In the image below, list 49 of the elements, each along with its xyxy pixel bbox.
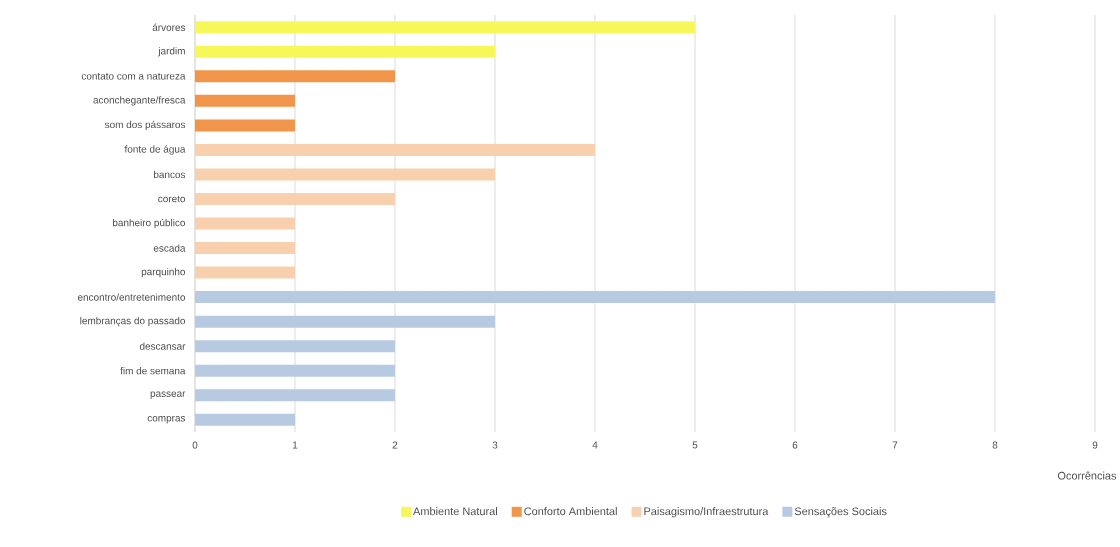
y-tick-label: compras [147, 416, 186, 424]
y-tick-label: fonte de água [124, 145, 186, 155]
bar [195, 94, 295, 107]
y-tick-label: aconchegante/fresca [93, 96, 186, 106]
bar [195, 217, 295, 230]
x-tick-label: 9 [1092, 441, 1098, 449]
y-tick-label: banheiro público [113, 218, 186, 229]
y-tick-label: passear [150, 391, 186, 399]
y-tick-label: contato com a natureza [81, 73, 186, 80]
y-tick-label: coreto [158, 195, 186, 203]
x-tick-label: 1 [292, 441, 298, 449]
bar [195, 291, 995, 304]
bar [195, 168, 495, 181]
bar [195, 364, 395, 377]
bar [195, 143, 595, 156]
y-tick-label: escada [153, 244, 186, 252]
bar [195, 340, 395, 353]
legend-label: Ambiente Natural [413, 507, 497, 516]
bar [195, 45, 495, 58]
bar [195, 119, 295, 132]
bar [195, 192, 395, 205]
x-tick-label: 8 [992, 441, 998, 449]
x-tick-label: 5 [692, 441, 698, 449]
y-tick-label: jardim [158, 47, 185, 57]
x-tick-label: 0 [192, 441, 198, 449]
y-tick-label: parquinho [141, 267, 186, 278]
y-tick-label: encontro/entretenimento [77, 293, 186, 301]
y-tick-label: lembranças do passado [80, 316, 186, 327]
y-tick-label: fim de semana [120, 367, 186, 375]
bar [195, 389, 395, 402]
x-tick-label: 6 [792, 441, 798, 449]
legend-label: Sensações Sociais [794, 507, 887, 518]
x-axis-title: Ocorrências [1057, 471, 1117, 480]
y-tick-label: som dos pássaros [104, 120, 186, 131]
y-tick-label: bancos [153, 170, 186, 179]
y-tick-label: árvores [152, 23, 186, 31]
x-tick-label: 2 [392, 441, 398, 449]
x-tick-label: 3 [492, 441, 498, 449]
legend-label: Paisagismo/Infraestrutura [644, 507, 769, 518]
bar [195, 413, 295, 426]
bar [195, 315, 495, 328]
bar [195, 21, 695, 34]
y-tick-label: descansar [139, 342, 186, 350]
legend-label: Conforto Ambiental [524, 507, 617, 516]
bar [195, 70, 395, 83]
x-tick-label: 4 [592, 441, 598, 449]
bar [195, 266, 295, 279]
bar [195, 242, 295, 255]
x-tick-label: 7 [892, 441, 898, 449]
